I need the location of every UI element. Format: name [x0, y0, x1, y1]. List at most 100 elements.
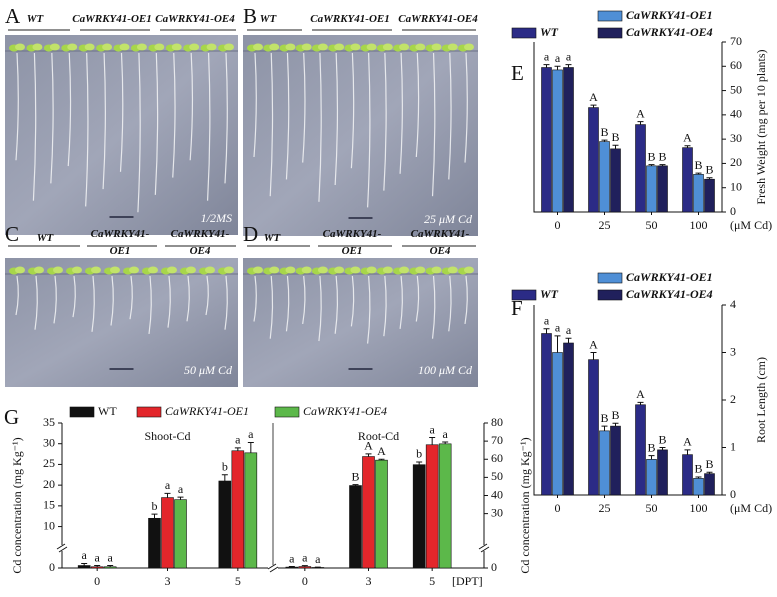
significance-letter: b — [222, 460, 228, 474]
seedling-leaf — [447, 266, 458, 274]
seedling-root — [224, 52, 228, 184]
significance-letter: B — [705, 163, 713, 177]
error-bar — [378, 458, 385, 461]
photo-plate — [243, 35, 478, 236]
bar — [599, 141, 610, 213]
error-bar — [365, 453, 372, 457]
y-tick-label: 60 — [730, 58, 742, 72]
bar — [657, 449, 668, 496]
significance-letter: A — [636, 106, 645, 120]
bar — [77, 565, 91, 569]
error-bar — [247, 441, 254, 453]
seedling-leaf — [129, 266, 139, 274]
error-bar — [601, 425, 608, 431]
error-bar — [81, 562, 88, 566]
seedling-root — [318, 275, 322, 342]
significance-letter: a — [555, 321, 561, 335]
genotype-label: CaWRKY41-OE1 — [322, 228, 382, 257]
genotype-label: WT — [263, 232, 281, 244]
seedling-leaf — [382, 43, 393, 51]
seedling-leaf — [189, 43, 200, 51]
seedling-leaf — [49, 43, 60, 51]
seedling-leaf — [253, 43, 263, 51]
seedling-leaf — [34, 266, 44, 274]
significance-letter: B — [647, 440, 655, 454]
y2-tick-label: 50 — [491, 469, 503, 483]
treatment-label: 100 μM Cd — [418, 363, 473, 377]
y2-tick-label: 40 — [491, 487, 503, 501]
seedling-leaf — [334, 266, 345, 274]
x-tick-label: 0 — [555, 501, 561, 515]
y-tick-label: 40 — [730, 107, 742, 121]
seedling-leaf — [285, 43, 296, 51]
bar — [541, 67, 552, 213]
genotype-label: WT — [36, 232, 54, 244]
y-tick-label: 20 — [730, 155, 742, 169]
seedling-leaf — [301, 266, 312, 274]
seedling-leaf — [205, 266, 215, 274]
group-label: Root-Cd — [358, 429, 399, 443]
seedling-root — [186, 275, 190, 322]
legend-label: CaWRKY41-OE4 — [626, 25, 713, 39]
seedling-root — [302, 52, 306, 163]
significance-letter: B — [658, 432, 666, 446]
panel-letter: F — [511, 296, 523, 320]
legend-swatch — [511, 289, 537, 301]
bar — [588, 107, 599, 213]
axis-break-gap — [268, 565, 278, 571]
bar — [635, 124, 646, 213]
error-bar — [684, 449, 691, 455]
legend-label: CaWRKY41-OE4 — [626, 287, 713, 301]
axis-frame — [533, 42, 723, 213]
genotype-label: CaWRKY41-OE4 — [170, 228, 230, 257]
seedling-leaf — [415, 43, 426, 51]
seedling-root — [172, 52, 176, 178]
significance-letter: B — [611, 408, 619, 422]
seedling-root — [15, 52, 19, 161]
significance-letter: a — [544, 314, 550, 328]
seedling-root — [269, 275, 274, 339]
seedling-leaf — [399, 43, 410, 51]
seedling-root — [91, 275, 95, 332]
seedling-root — [148, 275, 152, 334]
seedling-root — [415, 52, 420, 158]
error-bar — [416, 461, 423, 465]
seedling-leaf — [84, 43, 95, 51]
seedling-leaf — [171, 43, 182, 51]
error-bar — [543, 328, 550, 334]
genotype-label: CaWRKY41-OE4 — [398, 13, 478, 25]
significance-letter: a — [165, 478, 171, 492]
significance-letter: B — [694, 462, 702, 476]
error-bar — [590, 352, 597, 360]
seedling-root — [53, 275, 57, 324]
seedling-root — [34, 275, 38, 330]
genotype-label: CaWRKY41-OE1 — [72, 13, 152, 25]
y2-tick-label: 0 — [491, 560, 497, 574]
error-bar — [695, 476, 702, 479]
error-bar — [301, 565, 308, 567]
seedling-leaf — [136, 43, 147, 51]
seedling-leaf — [119, 43, 130, 51]
seedling-root — [318, 52, 322, 202]
seedling-leaf — [167, 266, 177, 274]
seedling-leaf — [350, 266, 361, 274]
error-bar — [695, 172, 702, 175]
x-tick-label: 0 — [555, 218, 561, 232]
bar — [552, 69, 563, 213]
significance-letter: a — [555, 51, 561, 65]
seedling-leaf — [186, 266, 196, 274]
significance-letter: a — [430, 422, 436, 436]
y-tick-label: 20 — [43, 477, 55, 491]
x-axis-label: (μM Cd) — [730, 218, 772, 232]
panel-letter: E — [511, 61, 524, 85]
significance-letter: A — [683, 435, 692, 449]
axis-break-gap — [479, 545, 489, 551]
bar — [298, 566, 312, 569]
bar — [588, 359, 599, 496]
error-bar — [637, 401, 644, 405]
seedling-leaf — [154, 43, 165, 51]
seedling-root — [102, 52, 106, 190]
y-tick-label: 0 — [49, 560, 55, 574]
seedling-root — [399, 52, 403, 174]
